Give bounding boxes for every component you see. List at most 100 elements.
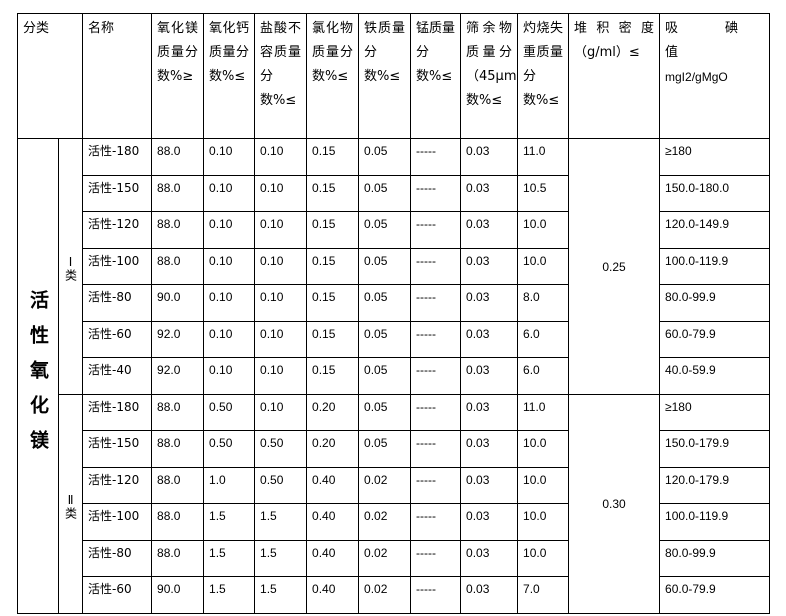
table-row: 活性-100 88.0 0.10 0.10 0.15 0.05 ----- 0.03 10.0 1… xyxy=(18,247,771,285)
cell-hcl-insoluble: 1.5 xyxy=(254,503,308,541)
cell-iron: 0.05 xyxy=(358,430,412,468)
cell-chloride: 0.15 xyxy=(306,247,360,285)
cell-cao: 0.10 xyxy=(203,284,256,322)
cell-chloride: 0.20 xyxy=(306,430,360,468)
cell-loss-on-ignition: 10.5 xyxy=(517,174,570,212)
cell-chloride: 0.15 xyxy=(306,211,360,249)
cell-chloride: 0.15 xyxy=(306,138,360,176)
cell-sieve-residue: 0.03 xyxy=(460,503,519,541)
cell-hcl-insoluble: 0.10 xyxy=(254,393,308,431)
cell-name: 活性-60 xyxy=(82,320,153,358)
cell-manganese: ----- xyxy=(410,211,462,249)
cell-name: 活性-150 xyxy=(82,430,153,468)
cell-sieve-residue: 0.03 xyxy=(460,247,519,285)
cell-name: 活性-180 xyxy=(82,138,153,176)
cell-mgo: 90.0 xyxy=(151,576,205,614)
cell-iodine-value: ≥180 xyxy=(659,393,771,431)
cell-mgo: 88.0 xyxy=(151,174,205,212)
category-label: 活性氧化镁 xyxy=(17,138,59,614)
cell-sieve-residue: 0.03 xyxy=(460,284,519,322)
cell-cao: 0.50 xyxy=(203,430,256,468)
cell-name: 活性-60 xyxy=(82,576,153,614)
cell-manganese: ----- xyxy=(410,247,462,285)
cell-loss-on-ignition: 6.0 xyxy=(517,357,570,395)
cell-name: 活性-100 xyxy=(82,247,153,285)
table-row: 活性-40 92.0 0.10 0.10 0.15 0.05 ----- 0.03 6.0 40.… xyxy=(18,357,771,395)
header-category: 分类 xyxy=(16,13,84,139)
cell-iodine-value: 120.0-149.9 xyxy=(659,211,771,249)
cell-sieve-residue: 0.03 xyxy=(460,539,519,577)
cell-chloride: 0.40 xyxy=(306,539,360,577)
table-row: 活性-150 88.0 0.10 0.10 0.15 0.05 ----- 0.03 10.5 1… xyxy=(18,174,771,212)
spec-table: 分类 名称 氧化镁质量分数%≥ 氧化钙质量分数%≤ 盐酸不容质量分数%≤ 氯化物… xyxy=(16,13,771,614)
cell-loss-on-ignition: 10.0 xyxy=(517,430,570,468)
cell-cao: 0.10 xyxy=(203,247,256,285)
header-hcl-insoluble: 盐酸不容质量分数%≤ xyxy=(254,13,308,139)
cell-name: 活性-150 xyxy=(82,174,153,212)
cell-cao: 0.10 xyxy=(203,211,256,249)
cell-iodine-value: 40.0-59.9 xyxy=(659,357,771,395)
cell-iodine-value: 150.0-180.0 xyxy=(659,174,771,212)
cell-iron: 0.02 xyxy=(358,576,412,614)
cell-hcl-insoluble: 1.5 xyxy=(254,576,308,614)
cell-loss-on-ignition: 10.0 xyxy=(517,466,570,504)
cell-manganese: ----- xyxy=(410,138,462,176)
cell-cao: 1.5 xyxy=(203,576,256,614)
cell-loss-on-ignition: 10.0 xyxy=(517,503,570,541)
cell-cao: 0.10 xyxy=(203,357,256,395)
cell-loss-on-ignition: 10.0 xyxy=(517,247,570,285)
cell-iron: 0.05 xyxy=(358,211,412,249)
cell-name: 活性-100 xyxy=(82,503,153,541)
cell-sieve-residue: 0.03 xyxy=(460,211,519,249)
cell-cao: 1.5 xyxy=(203,503,256,541)
table-row: 活性-120 88.0 0.10 0.10 0.15 0.05 ----- 0.03 10.0 1… xyxy=(18,211,771,249)
cell-cao: 1.5 xyxy=(203,539,256,577)
cell-iodine-value: 60.0-79.9 xyxy=(659,320,771,358)
cell-loss-on-ignition: 7.0 xyxy=(517,576,570,614)
cell-iodine-value: 80.0-99.9 xyxy=(659,284,771,322)
table-row: 活性-60 92.0 0.10 0.10 0.15 0.05 ----- 0.03 6.0 60.… xyxy=(18,320,771,358)
cell-iron: 0.02 xyxy=(358,503,412,541)
header-iodine-unit: mgI2/gMgO xyxy=(665,70,728,84)
cell-loss-on-ignition: 8.0 xyxy=(517,284,570,322)
cell-mgo: 88.0 xyxy=(151,503,205,541)
cell-chloride: 0.15 xyxy=(306,357,360,395)
cell-loss-on-ignition: 10.0 xyxy=(517,211,570,249)
cell-chloride: 0.40 xyxy=(306,466,360,504)
cell-loss-on-ignition: 11.0 xyxy=(517,393,570,431)
cell-manganese: ----- xyxy=(410,357,462,395)
cell-sieve-residue: 0.03 xyxy=(460,393,519,431)
cell-iodine-value: 100.0-119.9 xyxy=(659,503,771,541)
cell-iodine-value: 100.0-119.9 xyxy=(659,247,771,285)
cell-iron: 0.05 xyxy=(358,138,412,176)
cell-bulk-density: 0.30 xyxy=(568,393,661,614)
header-mgo: 氧化镁质量分数%≥ xyxy=(151,13,205,139)
header-row: 分类 名称 氧化镁质量分数%≥ 氧化钙质量分数%≤ 盐酸不容质量分数%≤ 氯化物… xyxy=(16,13,771,139)
cell-mgo: 92.0 xyxy=(151,320,205,358)
cell-manganese: ----- xyxy=(410,320,462,358)
cell-manganese: ----- xyxy=(410,393,462,431)
table-row: 活性-80 88.0 1.5 1.5 0.40 0.02 ----- 0.03 10.0 80.0… xyxy=(18,539,771,577)
cell-cao: 0.50 xyxy=(203,393,256,431)
header-loss-on-ignition: 灼烧失重质量分数%≤ xyxy=(517,13,570,139)
cell-manganese: ----- xyxy=(410,174,462,212)
cell-hcl-insoluble: 0.50 xyxy=(254,466,308,504)
cell-chloride: 0.40 xyxy=(306,503,360,541)
cell-sieve-residue: 0.03 xyxy=(460,576,519,614)
cell-chloride: 0.15 xyxy=(306,174,360,212)
cell-iron: 0.05 xyxy=(358,320,412,358)
cell-manganese: ----- xyxy=(410,284,462,322)
cell-name: 活性-120 xyxy=(82,211,153,249)
cell-manganese: ----- xyxy=(410,503,462,541)
header-iodine-label: 吸碘值 xyxy=(665,21,765,60)
cell-mgo: 88.0 xyxy=(151,247,205,285)
cell-hcl-insoluble: 0.10 xyxy=(254,357,308,395)
cell-iron: 0.05 xyxy=(358,247,412,285)
cell-iodine-value: 150.0-179.9 xyxy=(659,430,771,468)
cell-manganese: ----- xyxy=(410,576,462,614)
table-row: 活性氧化镁 Ⅰ类 活性-180 88.0 0.10 0.10 0.15 0.05 ----- 0.… xyxy=(17,138,771,614)
table-row: 活性-60 90.0 1.5 1.5 0.40 0.02 ----- 0.03 7.0 60.0-… xyxy=(18,576,771,614)
header-cao: 氧化钙质量分数%≤ xyxy=(203,13,256,139)
cell-manganese: ----- xyxy=(410,466,462,504)
class-label: Ⅱ类 xyxy=(57,393,84,614)
